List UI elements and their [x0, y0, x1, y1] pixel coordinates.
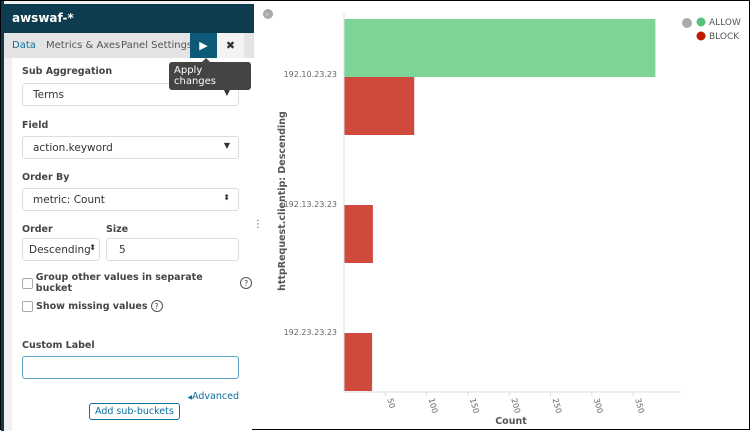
- legend-label-allow[interactable]: ALLOW: [709, 18, 741, 28]
- custom-label-input[interactable]: [22, 356, 239, 379]
- caret-down-icon: ▼: [223, 88, 230, 97]
- order-by-value: metric: Count: [33, 194, 105, 206]
- chevron-left-icon: ‹: [266, 11, 269, 19]
- group-other-checkbox[interactable]: [22, 277, 33, 289]
- legend-label-block[interactable]: BLOCK: [709, 32, 740, 42]
- x-tick-label: 150: [468, 397, 481, 414]
- y-tick-label: 192.23.23.23: [284, 328, 337, 337]
- legend-toggle-icon[interactable]: [682, 18, 692, 28]
- tab-metrics-axes[interactable]: Metrics & Axes: [46, 40, 121, 51]
- order-by-select[interactable]: metric: Count ⬍: [22, 188, 239, 211]
- close-icon: ✖: [225, 39, 236, 52]
- legend-dot: [696, 31, 706, 41]
- order-value: Descending: [29, 244, 91, 256]
- tab-data[interactable]: Data: [12, 40, 36, 51]
- bar-allow: [344, 19, 656, 77]
- custom-label-label: Custom Label: [22, 340, 95, 351]
- bar-block: [344, 333, 373, 391]
- x-tick-label: 200: [509, 397, 522, 414]
- advanced-label: Advanced: [192, 391, 239, 402]
- advanced-toggle[interactable]: ◀Advanced: [187, 391, 239, 402]
- x-tick-label: 100: [427, 397, 440, 414]
- bucket-panel: Sub Aggregation Terms ▼ Field action.keyw…: [12, 58, 252, 431]
- order-by-label: Order By: [22, 172, 70, 183]
- help-icon[interactable]: ?: [240, 277, 252, 289]
- show-missing-checkbox-row[interactable]: Show missing values?: [22, 300, 163, 312]
- add-sub-buckets-button[interactable]: Add sub-buckets: [89, 403, 180, 420]
- tab-panel-settings[interactable]: Panel Settings: [121, 40, 193, 51]
- caret-down-icon: ▼: [223, 141, 230, 150]
- field-label: Field: [22, 120, 49, 131]
- size-input[interactable]: 5: [106, 238, 239, 261]
- sort-icon: ⬍: [89, 243, 96, 252]
- sort-icon: ⬍: [223, 193, 230, 202]
- field-value: action.keyword: [33, 142, 113, 154]
- sub-aggregation-value: Terms: [33, 89, 64, 101]
- legend-dot: [696, 17, 706, 27]
- editor-sidebar: awswaf-* Data Metrics & Axes Panel Setti…: [1, 1, 254, 431]
- x-tick-label: 300: [592, 397, 605, 414]
- x-tick-label: 250: [551, 397, 564, 414]
- apply-tooltip: Apply changes: [169, 58, 251, 90]
- bar-block: [344, 205, 373, 263]
- group-other-checkbox-row[interactable]: Group other values in separate bucket?: [22, 272, 252, 294]
- discard-button[interactable]: ✖: [217, 33, 244, 58]
- apply-changes-button[interactable]: ▶: [190, 33, 217, 58]
- show-missing-label: Show missing values: [36, 300, 148, 312]
- resize-handle[interactable]: ⋮: [253, 219, 263, 230]
- caret-left-icon: ◀: [187, 394, 193, 401]
- play-icon: ▶: [199, 39, 208, 52]
- order-select[interactable]: Descending ⬍: [22, 238, 100, 261]
- chart-area: ‹ 50 100 150 200 250 300 350 192.10.23.23 192.13…: [261, 1, 750, 431]
- y-tick-label: 192.13.23.23: [284, 200, 337, 209]
- order-label: Order: [22, 224, 53, 235]
- size-label: Size: [106, 224, 129, 235]
- y-tick-label: 192.10.23.23: [284, 70, 337, 79]
- collapse-sidebar-icon[interactable]: [263, 9, 273, 19]
- help-icon[interactable]: ?: [150, 300, 163, 312]
- bar-chart: ‹ 50 100 150 200 250 300 350 192.10.23.23 192.13…: [263, 9, 741, 427]
- x-axis-title: Count: [495, 416, 527, 427]
- field-select[interactable]: action.keyword ▼: [22, 136, 239, 159]
- index-pattern-title: awswaf-*: [4, 4, 254, 33]
- sub-aggregation-label: Sub Aggregation: [22, 66, 113, 77]
- show-missing-checkbox[interactable]: [22, 300, 33, 312]
- group-other-label: Group other values in separate bucket: [35, 272, 203, 294]
- bar-block: [344, 77, 415, 135]
- x-tick-label: 350: [633, 397, 646, 414]
- x-tick-label: 50: [385, 397, 396, 409]
- y-axis-title: httpRequest.clientip: Descending: [277, 111, 288, 291]
